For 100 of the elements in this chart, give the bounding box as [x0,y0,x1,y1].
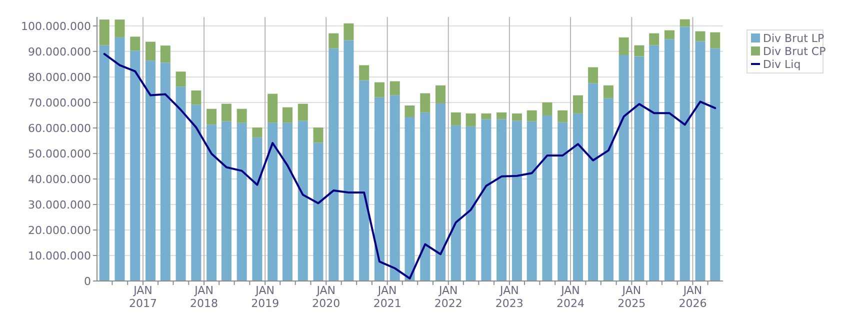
bar [496,112,507,120]
x-tick-label: JAN 2026 [678,284,707,310]
x-tick-label: JAN 2024 [556,284,584,310]
y-tick-label: 100.000.000 [21,20,91,33]
bar [130,50,140,281]
y-tick-label: 0 [84,274,91,288]
y-tick-label: 80.000.000 [28,70,91,84]
bar [512,113,522,121]
bar [374,97,384,281]
bar [481,119,492,281]
x-tick-label: JAN 2018 [190,284,218,310]
bar [282,107,292,123]
y-tick-label: 50.000.000 [28,147,91,160]
bar [282,122,292,281]
bar [588,83,598,281]
x-tick-label: JAN 2022 [434,284,462,310]
bar [420,112,430,281]
bar [481,113,492,120]
bar [649,33,660,46]
bar [450,112,461,126]
bar [268,94,278,123]
bar [695,31,706,42]
x-tick-label: JAN 2019 [251,284,280,310]
bar [649,45,660,281]
bar [420,93,430,112]
bar [206,124,217,281]
x-tick-label: JAN 2020 [312,284,340,310]
y-tick-label: 90.000.000 [28,45,91,58]
bar [236,108,247,123]
y-tick-label: 10.000.000 [28,249,91,262]
line-series [103,52,716,280]
x-tick-label: JAN 2025 [618,284,646,310]
bar [344,23,354,40]
bar [573,95,583,114]
y-tick-label: 30.000.000 [28,198,91,212]
bar [160,46,170,63]
bar [191,90,202,105]
bar [573,113,583,281]
bar [328,48,339,281]
bar [588,67,598,84]
bar [558,110,568,122]
y-tick-label: 60.000.000 [28,122,91,135]
bar [664,30,674,40]
bar [603,85,614,98]
bar [618,55,629,281]
bar [114,37,125,281]
legend-label: Div Brut CP [763,44,826,58]
bar [466,113,476,126]
bar [404,116,415,281]
bar [191,104,202,281]
bar [252,137,262,281]
bar [618,37,629,56]
bar [710,48,720,281]
bar [496,119,507,281]
bar [603,98,614,281]
bar [558,122,568,281]
x-tick-label: JAN 2021 [373,284,402,310]
bar [359,80,370,281]
y-tick-label: 70.000.000 [28,96,91,110]
bar [512,120,522,281]
bar [390,95,400,281]
x-tick-label: JAN 2017 [128,284,157,310]
bar [404,106,415,117]
bar [634,45,644,56]
bar [206,108,217,125]
bar [695,41,706,281]
bar [634,56,644,281]
bar [221,121,232,281]
bar [436,85,446,104]
bar [526,121,537,281]
bar [390,81,400,96]
bar [664,39,674,281]
bar [328,33,339,48]
bar [160,62,170,281]
bar [450,125,461,281]
bar [114,20,125,38]
bar [526,110,537,122]
bar [313,142,324,281]
bar [176,86,186,281]
bar [99,45,110,281]
bar [344,40,354,281]
bar [466,126,476,281]
bar [252,127,262,138]
bar [436,103,446,281]
legend-label: Div Brut LP [763,32,825,45]
bar [99,20,110,46]
bar [268,122,278,281]
bar [313,127,324,143]
bar [130,36,140,51]
bar [359,65,370,80]
bar [298,104,308,121]
bar [542,115,552,281]
bar [236,122,247,281]
bar [146,42,156,61]
legend-label: Div Liq [763,58,801,71]
bar [374,82,384,98]
bar [710,32,720,48]
bar [221,104,232,122]
bar [146,60,156,281]
x-tick-label: JAN 2023 [495,284,524,310]
